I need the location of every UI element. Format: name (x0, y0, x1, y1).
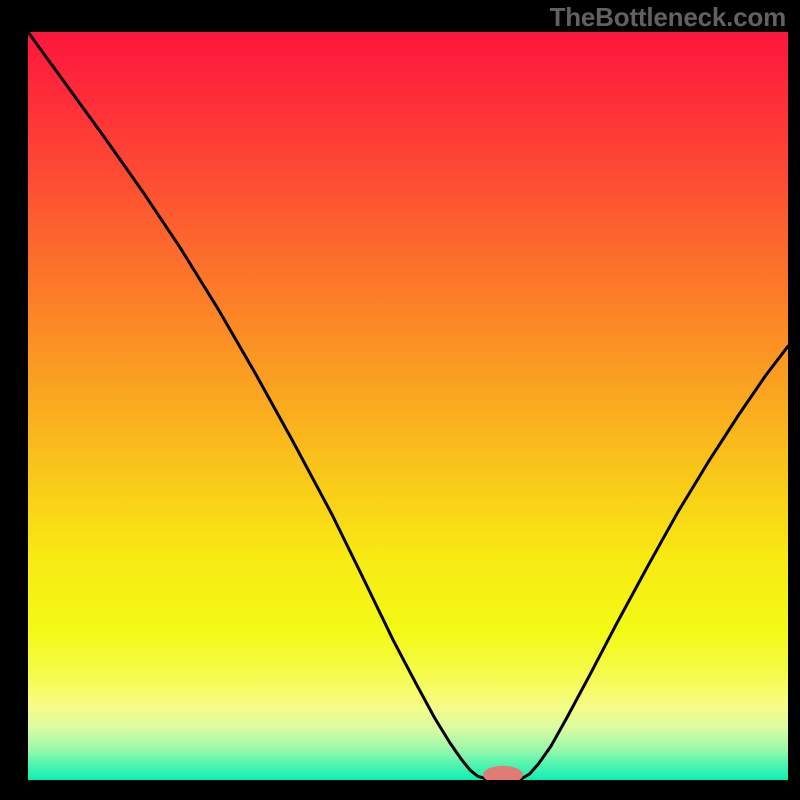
watermark-text: TheBottleneck.com (550, 2, 786, 33)
frame-left (0, 0, 28, 800)
frame-right (788, 0, 800, 800)
chart-svg (28, 32, 788, 780)
frame-bottom (0, 780, 800, 800)
chart-plot-area (28, 32, 788, 780)
